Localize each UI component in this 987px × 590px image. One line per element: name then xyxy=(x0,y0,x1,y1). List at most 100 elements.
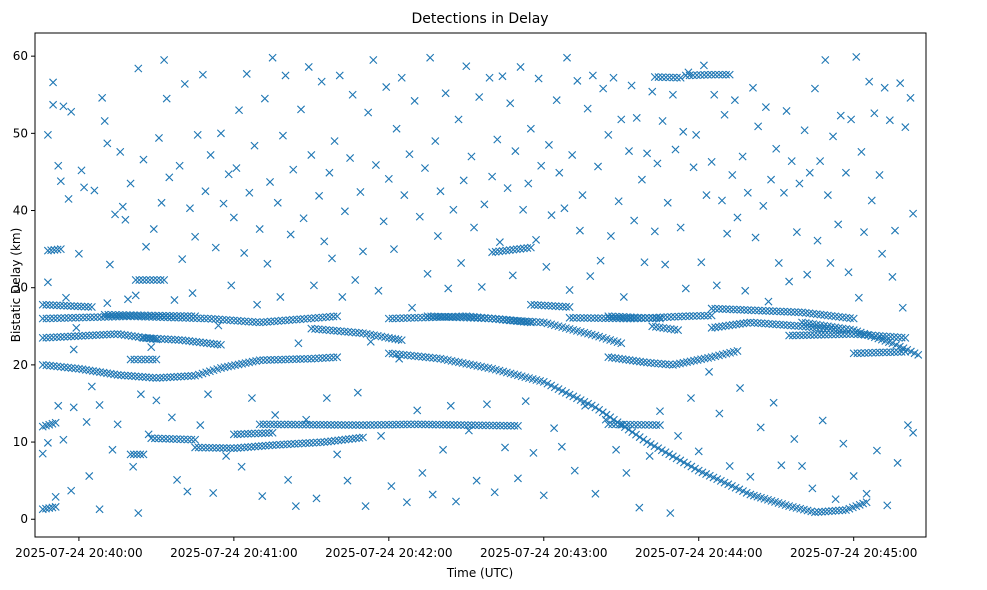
data-point xyxy=(534,74,543,83)
data-point xyxy=(599,84,608,93)
data-point xyxy=(126,450,135,459)
data-point xyxy=(74,249,83,258)
data-point xyxy=(266,355,275,364)
data-point xyxy=(683,460,692,469)
data-point xyxy=(648,87,657,96)
data-point xyxy=(286,230,295,239)
data-point xyxy=(139,333,148,342)
data-point xyxy=(405,150,414,159)
data-point xyxy=(452,313,461,322)
data-point xyxy=(849,314,858,323)
data-point xyxy=(63,301,72,310)
data-point xyxy=(206,339,215,348)
data-point xyxy=(611,420,620,429)
data-point xyxy=(384,174,393,183)
data-point xyxy=(97,313,106,322)
data-point xyxy=(691,464,700,473)
data-point xyxy=(127,372,136,381)
data-point xyxy=(319,420,328,429)
data-point xyxy=(355,433,364,442)
data-point xyxy=(142,242,151,251)
data-point xyxy=(544,301,553,310)
data-point xyxy=(151,311,160,320)
data-point xyxy=(705,367,714,376)
data-point xyxy=(775,320,784,329)
data-point xyxy=(303,314,312,323)
data-point xyxy=(312,420,321,429)
data-point xyxy=(439,420,448,429)
data-point xyxy=(259,420,268,429)
y-axis-label: Bistatic Delay (km) xyxy=(9,228,23,343)
data-point xyxy=(410,313,419,322)
data-point xyxy=(187,371,196,380)
data-point xyxy=(263,356,272,365)
data-point xyxy=(777,461,786,470)
data-point xyxy=(495,315,504,324)
chart-title: Detections in Delay xyxy=(411,11,548,27)
data-point xyxy=(457,259,466,267)
data-point xyxy=(769,398,778,407)
data-point xyxy=(177,372,186,381)
data-point xyxy=(330,436,339,445)
data-point xyxy=(431,137,440,146)
data-point xyxy=(890,348,899,357)
data-point xyxy=(326,420,335,429)
data-point xyxy=(578,191,587,200)
data-point xyxy=(297,105,305,114)
data-point xyxy=(73,302,82,311)
data-point xyxy=(756,423,765,432)
x-tick-label: 2025-07-24 20:41:00 xyxy=(170,546,297,560)
data-point xyxy=(150,434,159,443)
data-point xyxy=(307,150,316,159)
x-tick-label: 2025-07-24 20:44:00 xyxy=(635,546,762,560)
data-point xyxy=(764,297,773,306)
data-point xyxy=(596,256,605,265)
data-point xyxy=(235,106,244,115)
data-point xyxy=(359,247,367,256)
data-point xyxy=(287,420,296,429)
data-point xyxy=(498,72,507,81)
data-point xyxy=(420,164,429,173)
data-point xyxy=(428,420,437,429)
data-point xyxy=(64,313,73,322)
data-point xyxy=(294,339,303,348)
data-point xyxy=(117,371,126,380)
data-point xyxy=(157,334,166,343)
data-point xyxy=(139,155,148,164)
data-point xyxy=(129,462,138,471)
data-point xyxy=(247,429,256,438)
data-point xyxy=(886,332,895,341)
data-point xyxy=(84,302,93,311)
data-point xyxy=(205,443,214,452)
data-point xyxy=(254,429,263,438)
data-point xyxy=(222,451,231,460)
data-point xyxy=(80,183,89,192)
data-point xyxy=(597,314,606,323)
data-point xyxy=(50,245,59,254)
data-point xyxy=(428,490,437,499)
data-point xyxy=(107,310,116,319)
data-point xyxy=(198,70,207,79)
data-point xyxy=(523,244,532,252)
data-point xyxy=(252,318,260,327)
data-point xyxy=(318,313,327,322)
data-point xyxy=(48,503,57,512)
data-point xyxy=(475,93,484,102)
data-point xyxy=(131,275,140,284)
data-point xyxy=(240,248,249,257)
data-point xyxy=(729,305,738,314)
data-point xyxy=(344,435,353,444)
data-point xyxy=(790,321,799,330)
data-point xyxy=(141,355,150,364)
data-point xyxy=(59,435,68,444)
data-point xyxy=(490,488,499,497)
data-point xyxy=(126,311,135,320)
data-point xyxy=(714,322,723,331)
data-point xyxy=(366,337,375,346)
data-point xyxy=(254,442,263,451)
data-point xyxy=(218,315,227,324)
data-point xyxy=(524,179,533,188)
data-point xyxy=(66,302,75,310)
data-point xyxy=(113,330,122,338)
